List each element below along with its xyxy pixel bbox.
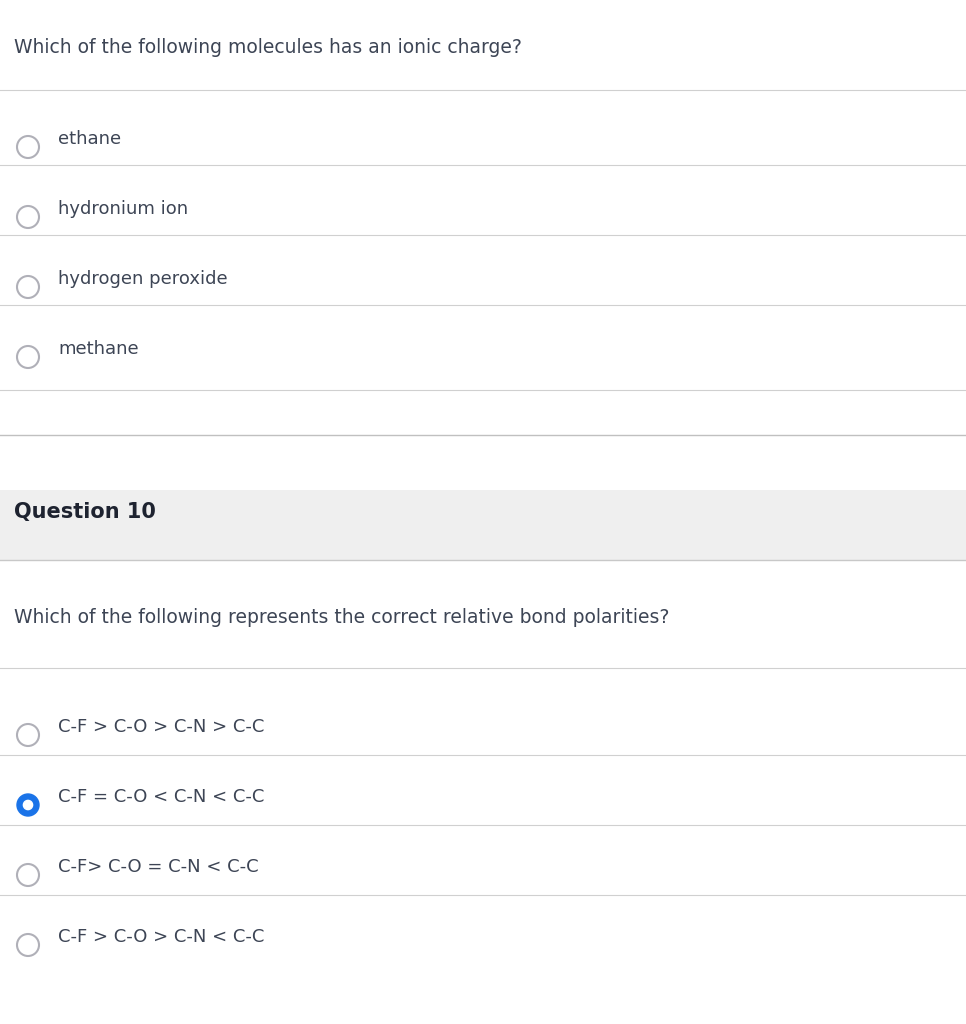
Text: hydronium ion: hydronium ion — [58, 200, 188, 218]
Text: Question 10: Question 10 — [14, 502, 156, 522]
Text: Which of the following represents the correct relative bond polarities?: Which of the following represents the co… — [14, 608, 669, 627]
FancyBboxPatch shape — [0, 490, 966, 560]
Text: hydrogen peroxide: hydrogen peroxide — [58, 270, 228, 288]
Text: C-F > C-O > C-N > C-C: C-F > C-O > C-N > C-C — [58, 718, 265, 736]
Text: C-F> C-O = C-N < C-C: C-F> C-O = C-N < C-C — [58, 858, 259, 876]
Text: ethane: ethane — [58, 130, 121, 148]
Text: Which of the following molecules has an ionic charge?: Which of the following molecules has an … — [14, 38, 522, 57]
Circle shape — [23, 801, 33, 810]
Text: C-F = C-O < C-N < C-C: C-F = C-O < C-N < C-C — [58, 788, 265, 806]
Circle shape — [17, 794, 39, 816]
Text: C-F > C-O > C-N < C-C: C-F > C-O > C-N < C-C — [58, 928, 265, 946]
Text: methane: methane — [58, 340, 139, 358]
